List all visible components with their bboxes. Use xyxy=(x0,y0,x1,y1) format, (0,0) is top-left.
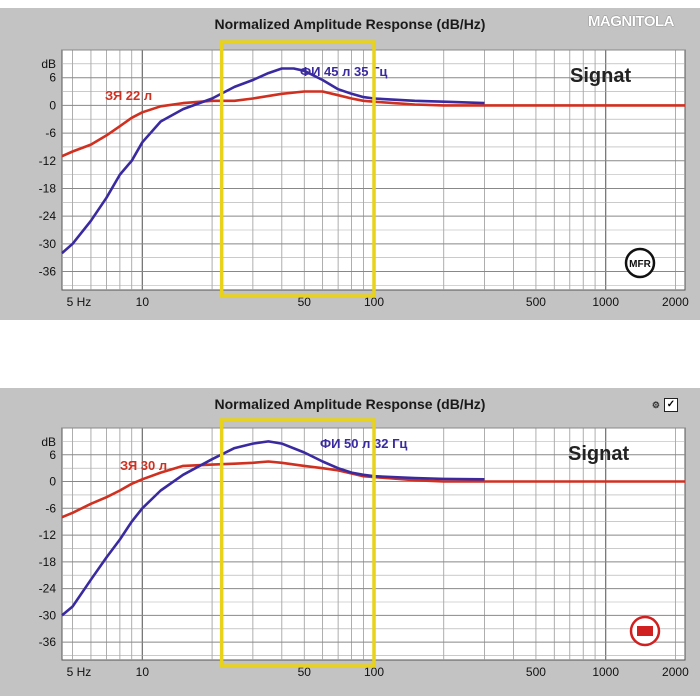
x-tick-label: 2000 xyxy=(662,295,689,309)
y-tick-label: -36 xyxy=(39,265,57,279)
series-label: ЗЯ 22 л xyxy=(105,88,152,103)
y-tick-label: -6 xyxy=(45,501,56,515)
series-line xyxy=(61,440,485,617)
x-tick-label: 5 Hz xyxy=(67,295,92,309)
x-tick-label: 100 xyxy=(364,665,384,679)
x-tick-label: 1000 xyxy=(592,295,619,309)
chart-panel-top: Normalized Amplitude Response (dB/Hz) MA… xyxy=(0,8,700,320)
chart-title: Normalized Amplitude Response (dB/Hz) xyxy=(214,16,486,32)
y-tick-label: -18 xyxy=(39,181,57,195)
x-tick-label: 50 xyxy=(298,295,312,309)
highlight-frame xyxy=(219,418,376,668)
badge-label: MFR xyxy=(629,259,651,270)
chart-panel-bottom: Normalized Amplitude Response (dB/Hz) ⚙ … xyxy=(0,388,700,696)
series-label: ФИ 50 л 32 Гц xyxy=(320,436,407,451)
x-tick-label: 500 xyxy=(526,295,546,309)
y-tick-label: -12 xyxy=(39,528,57,542)
chart-svg-top: dB6 0 -6 -12 -18 -24 -30 -36 5 Hz 10 50 100 500 1000 2… xyxy=(39,40,689,309)
settings-icon[interactable]: ⚙ xyxy=(651,400,660,410)
x-tick-label: 5 Hz xyxy=(67,665,92,679)
x-tick-label: 2000 xyxy=(662,665,689,679)
y-tick-label: -6 xyxy=(45,126,56,140)
chart-svg-bottom: dB6 0 -6 -12 -18 -24 -30 -36 5 Hz 10 50 100 500 1000 2… xyxy=(39,418,689,679)
checkbox-icon[interactable]: ✓ xyxy=(664,398,678,412)
x-tick-label: 50 xyxy=(298,665,312,679)
badge-icon xyxy=(624,247,656,279)
y-tick-label: -36 xyxy=(39,635,57,649)
magazine-logo: MAGNITOLA xyxy=(587,13,675,30)
x-tick-label: 10 xyxy=(136,665,150,679)
chart-title: Normalized Amplitude Response (dB/Hz) xyxy=(214,396,486,412)
x-tick-label: 500 xyxy=(526,665,546,679)
series-line xyxy=(61,90,685,158)
y-tick-label: -18 xyxy=(39,555,57,569)
series-label: ФИ 45 л 35 Гц xyxy=(300,64,387,79)
y-tick-label: -30 xyxy=(39,237,57,251)
y-tick-label: 0 xyxy=(49,475,56,489)
x-tick-label: 100 xyxy=(364,295,384,309)
y-tick-label: -24 xyxy=(39,209,57,223)
y-tick-label: 6 xyxy=(49,71,56,85)
highlight-frame xyxy=(219,40,376,298)
y-tick-label: -30 xyxy=(39,608,57,622)
y-tick-label: -24 xyxy=(39,582,57,596)
brand-label: Signat xyxy=(570,65,631,87)
x-tick-label: 1000 xyxy=(592,665,619,679)
badge-mark xyxy=(637,626,653,636)
series-line xyxy=(61,460,685,519)
series-line xyxy=(61,67,485,255)
y-unit-label: dB xyxy=(41,57,56,71)
y-unit-label: dB xyxy=(41,435,56,449)
y-tick-label: 6 xyxy=(49,448,56,462)
x-tick-label: 10 xyxy=(136,295,150,309)
y-tick-label: -12 xyxy=(39,154,57,168)
brand-label: Signat xyxy=(568,443,629,465)
y-tick-label: 0 xyxy=(49,98,56,112)
series-label: ЗЯ 30 л xyxy=(120,458,167,473)
